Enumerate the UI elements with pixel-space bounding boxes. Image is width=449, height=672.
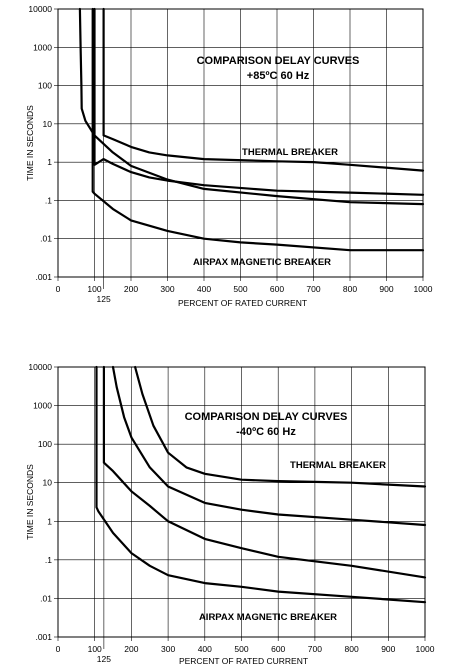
y-axis-label: TIME IN SECONDS (25, 464, 35, 540)
delay-curve-1 (95, 365, 427, 604)
y-tick-label: 1000 (33, 42, 52, 52)
x-tick-label: 100 (88, 644, 102, 654)
x-tick-label-125: 125 (97, 654, 111, 664)
x-tick-label: 700 (306, 284, 320, 294)
y-tick-label: 10 (43, 478, 53, 488)
x-tick-label: 500 (233, 284, 247, 294)
magnetic-breaker-label: AIRPAX MAGNETIC BREAKER (199, 612, 337, 623)
x-tick-label: 200 (124, 284, 138, 294)
delay-curve-2 (91, 7, 425, 252)
y-axis-label: TIME IN SECONDS (25, 105, 35, 181)
x-tick-label: 400 (198, 644, 212, 654)
delay-curve-2 (102, 365, 427, 579)
y-tick-label: .1 (45, 555, 52, 565)
x-tick-label: 600 (270, 284, 284, 294)
chart-title: COMPARISON DELAY CURVES (185, 411, 348, 423)
x-tick-label: 200 (124, 644, 138, 654)
delay-curve-3 (111, 365, 427, 527)
x-axis-label: PERCENT OF RATED CURRENT (178, 298, 307, 308)
x-tick-label: 600 (271, 644, 285, 654)
delay-curve-3 (93, 7, 425, 196)
x-tick-label: 900 (381, 644, 395, 654)
x-tick-label: 700 (308, 644, 322, 654)
x-tick-label-125: 125 (97, 294, 111, 304)
magnetic-breaker-label: AIRPAX MAGNETIC BREAKER (193, 257, 331, 268)
chart-title: COMPARISON DELAY CURVES (197, 55, 360, 67)
x-tick-label: 1000 (416, 644, 435, 654)
chart-subtitle: -40ºC 60 Hz (236, 426, 296, 438)
grid (58, 367, 425, 637)
y-tick-label: 10000 (28, 362, 52, 372)
x-tick-label: 0 (56, 644, 61, 654)
chart-1: 0 100 200 300 400 500 600 700 800 900 1000 125 .001.… (25, 4, 433, 308)
y-tick-label: 10000 (28, 4, 52, 14)
y-tick-label: 10 (43, 119, 53, 129)
delay-curve-1 (78, 7, 425, 206)
x-tick-label: 300 (161, 644, 175, 654)
chart-2: 0 100 200 300 400 500 600 700 800 900 1000 125 .001.… (25, 362, 435, 666)
delay-curve-4 (134, 365, 427, 488)
y-tick-label: 1 (47, 516, 52, 526)
y-tick-label: .01 (40, 234, 52, 244)
y-tick-label: 1000 (33, 401, 52, 411)
y-tick-label: 100 (38, 81, 52, 91)
thermal-breaker-label: THERMAL BREAKER (290, 460, 386, 471)
grid (58, 9, 423, 277)
x-tick-label: 300 (160, 284, 174, 294)
x-tick-label: 800 (343, 284, 357, 294)
x-tick-label: 900 (379, 284, 393, 294)
y-tick-label: 1 (47, 157, 52, 167)
y-tick-label: .01 (40, 593, 52, 603)
x-tick-label: 1000 (414, 284, 433, 294)
x-tick-label: 500 (234, 644, 248, 654)
thermal-breaker-label: THERMAL BREAKER (242, 147, 338, 158)
chart-subtitle: +85ºC 60 Hz (247, 70, 310, 82)
x-tick-label: 100 (87, 284, 101, 294)
y-tick-label: 100 (38, 439, 52, 449)
x-tick-label: 400 (197, 284, 211, 294)
y-tick-label: .1 (45, 195, 52, 205)
y-tick-label: .001 (35, 272, 52, 282)
x-tick-label: 800 (345, 644, 359, 654)
y-tick-label: .001 (35, 632, 52, 642)
delay-curve-4 (102, 7, 425, 172)
x-tick-label: 0 (56, 284, 61, 294)
x-axis-label: PERCENT OF RATED CURRENT (179, 656, 308, 666)
